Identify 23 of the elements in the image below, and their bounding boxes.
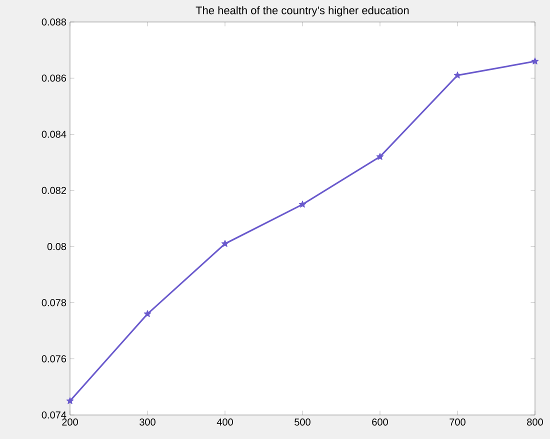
y-tick-label: 0.08 bbox=[47, 243, 66, 250]
point bbox=[66, 397, 74, 404]
y-tick-label: 0.076 bbox=[42, 355, 66, 362]
y-tick-label: 0.084 bbox=[42, 130, 66, 138]
x-tick-label: 200 bbox=[62, 418, 78, 426]
point bbox=[144, 310, 152, 318]
x-tick-label: 500 bbox=[294, 418, 310, 426]
chart-title: The health of the country’s higher education bbox=[196, 6, 409, 16]
x-tick-label: 700 bbox=[450, 418, 466, 426]
point bbox=[531, 57, 539, 64]
point bbox=[298, 200, 306, 208]
y-tick-label: 0.088 bbox=[42, 18, 66, 26]
y-tick-label: 0.082 bbox=[42, 186, 66, 194]
point bbox=[221, 240, 229, 247]
y-tick-label: 0.078 bbox=[42, 299, 66, 306]
y-tick-label: 0.074 bbox=[42, 411, 66, 419]
y-tick-label: 0.086 bbox=[42, 74, 66, 82]
x-tick-label: 600 bbox=[372, 418, 388, 426]
x-tick-label: 300 bbox=[140, 418, 156, 426]
point bbox=[454, 72, 462, 78]
x-tick-label: 800 bbox=[527, 418, 543, 426]
point bbox=[376, 152, 384, 160]
x-tick-label: 400 bbox=[216, 418, 233, 426]
